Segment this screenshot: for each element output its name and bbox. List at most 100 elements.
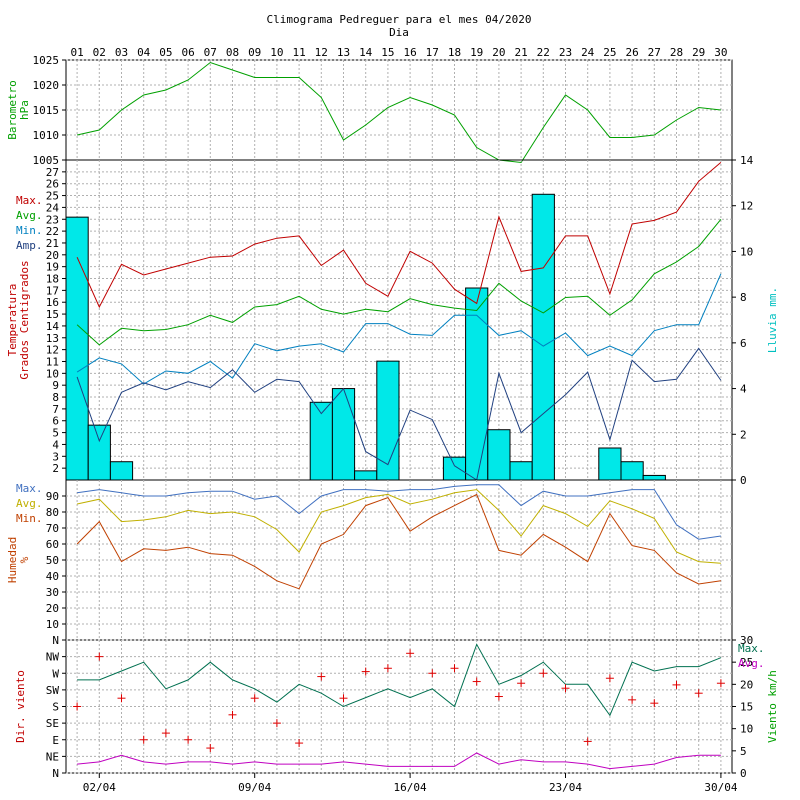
y-tick-label: N: [52, 634, 59, 647]
humidity-series-max: [77, 484, 721, 540]
humidity-series-min: [76, 493, 721, 590]
y2-tick-label: 4: [740, 383, 747, 396]
legend-max: Max.: [738, 642, 765, 655]
rain-bar: [642, 474, 666, 481]
humidity-y-axis-label: %: [18, 556, 31, 563]
barometer-y-axis-label: Barometro: [6, 80, 19, 140]
temperature-panel: 2345678910111213141516171819202122232425…: [6, 154, 779, 487]
date-tick-label: 30/04: [704, 781, 737, 794]
rain-bar: [465, 287, 489, 481]
day-tick-label: 23: [559, 46, 572, 59]
y-tick-label: 19: [46, 261, 59, 274]
barometer-series-line: [76, 61, 721, 164]
temperature-y2-axis-label: Lluvia mm.: [766, 287, 779, 353]
day-tick-label: 29: [692, 46, 705, 59]
y-tick-label: 22: [46, 225, 59, 238]
chart-panels: 01 02 03 04 05 06 07 08 09 10 11 12 13 14 15 16 17 18 19 20…: [6, 46, 779, 794]
rain-bar: [531, 193, 555, 481]
y-tick-label: 8: [52, 391, 59, 404]
y-tick-label: 10: [46, 618, 59, 631]
y-tick-label: NE: [46, 750, 59, 763]
y-tick-label: 1025: [33, 54, 60, 67]
legend-max: Max.: [16, 194, 43, 207]
y-tick-label: 1020: [33, 79, 60, 92]
barometer-panel: 1005 1010 1015 1020 1025 Barometro hPa: [6, 54, 733, 167]
day-tick-label: 04: [137, 46, 151, 59]
day-tick-label: 14: [359, 46, 373, 59]
chart-title: Climograma Pedreguer para el mes 04/2020: [267, 13, 532, 26]
wind-y-axis-label: Dir. viento: [14, 670, 27, 743]
y-tick-label: 27: [46, 166, 59, 179]
day-tick-label: 01: [70, 46, 83, 59]
legend-min: Min.: [16, 224, 43, 237]
humidity-y-axis-label: Humedad: [6, 537, 19, 583]
humidity-series-avg: [76, 489, 721, 564]
y-tick-label: 20: [46, 249, 59, 262]
day-tick-label: 08: [226, 46, 239, 59]
y-tick-label: 26: [46, 178, 59, 191]
y2-tick-label: 14: [740, 154, 754, 167]
day-tick-label: 27: [648, 46, 661, 59]
rain-bar: [376, 360, 400, 481]
y2-tick-label: 8: [740, 291, 747, 304]
temperature-series-max: [76, 162, 722, 309]
y-tick-label: 3: [52, 450, 59, 463]
y2-tick-label: 12: [740, 200, 753, 213]
y-tick-label: 21: [46, 237, 59, 250]
y-tick-label: 9: [52, 379, 59, 392]
y-tick-label: N: [52, 767, 59, 780]
y-tick-label: 20: [46, 602, 59, 615]
y2-tick-label: 0: [740, 767, 747, 780]
day-tick-label: 05: [159, 46, 172, 59]
temperature-series-min: [76, 273, 722, 385]
day-tick-label: 18: [448, 46, 461, 59]
rain-bar: [354, 470, 378, 481]
rain-bar: [87, 424, 111, 481]
y-tick-label: 1015: [33, 104, 60, 117]
y-tick-label: 10: [46, 367, 59, 380]
y2-tick-label: 5: [740, 745, 747, 758]
day-tick-label: 11: [292, 46, 305, 59]
wind-series-max: [77, 643, 722, 717]
x-axis-label: Dia: [389, 26, 409, 39]
day-tick-label: 15: [381, 46, 394, 59]
y-tick-label: NW: [46, 651, 60, 664]
rain-bar: [442, 456, 467, 481]
legend-amp: Amp.: [16, 239, 43, 252]
y-tick-label: 70: [46, 522, 59, 535]
y-tick-label: 80: [46, 506, 59, 519]
y-tick-label: 5: [52, 427, 59, 440]
temperature-y-axis-label: Temperatura: [6, 284, 19, 357]
y-tick-label: 7: [52, 403, 59, 416]
y-tick-label: 2: [52, 462, 59, 475]
day-tick-label: 25: [603, 46, 616, 59]
y-tick-label: 16: [46, 296, 59, 309]
y-tick-label: 50: [46, 554, 59, 567]
y-tick-label: 25: [46, 190, 59, 203]
day-tick-label: 13: [337, 46, 350, 59]
y-tick-label: 1010: [33, 129, 60, 142]
rain-bar: [65, 216, 89, 481]
y-tick-label: 13: [46, 332, 59, 345]
y-tick-label: 60: [46, 538, 59, 551]
temperature-series-amp: [76, 347, 722, 481]
y-tick-label: 4: [52, 438, 59, 451]
date-tick-label: 16/04: [394, 781, 427, 794]
y2-tick-label: 0: [740, 474, 747, 487]
legend-avg: Avg.: [16, 497, 43, 510]
wind-y2-axis-label: Viento km/h: [766, 670, 779, 743]
y2-tick-label: 30: [740, 634, 753, 647]
y-tick-label: 24: [46, 201, 60, 214]
y2-tick-label: 25: [740, 656, 753, 669]
rain-bar: [331, 388, 356, 481]
y2-tick-label: 20: [740, 678, 753, 691]
y-tick-label: 11: [46, 355, 59, 368]
y-tick-label: SW: [46, 684, 60, 697]
day-tick-label: 24: [581, 46, 595, 59]
rain-bar: [620, 461, 644, 481]
y-tick-label: 6: [52, 415, 59, 428]
date-tick-label: 02/04: [83, 781, 116, 794]
day-tick-label: 17: [426, 46, 439, 59]
